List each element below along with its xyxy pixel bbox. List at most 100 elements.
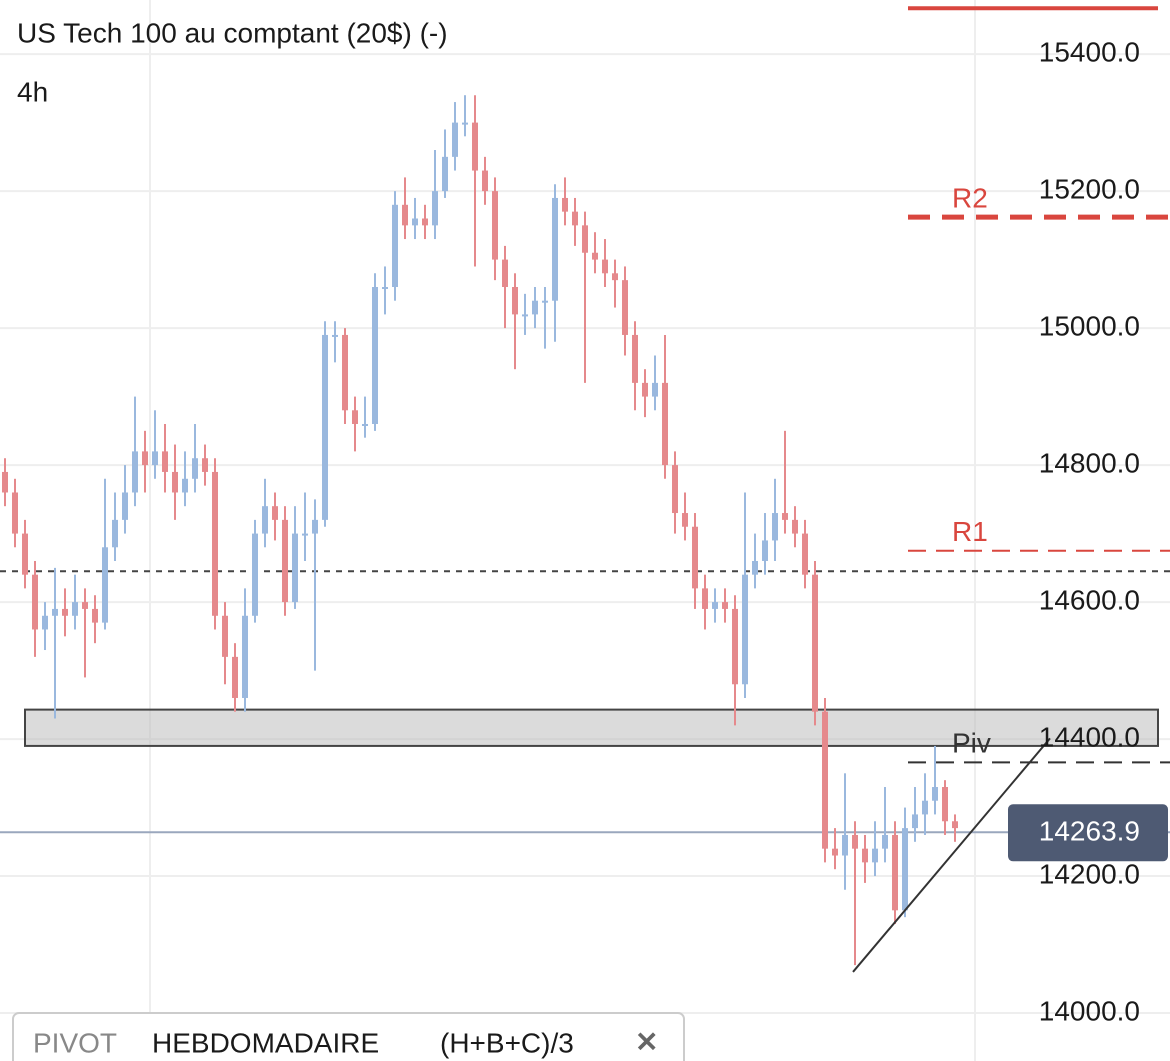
candle-body [672,465,678,514]
candle-body [112,519,118,548]
candle-body [272,506,278,520]
candle-body [102,547,108,623]
candle-body [372,286,378,424]
candle-body [952,821,958,829]
candle-body [642,382,648,397]
candle-body [122,492,128,520]
close-button[interactable]: ✕ [635,1026,658,1057]
candle-body [562,197,568,212]
pivot-label: Piv [952,728,991,759]
candle-body [252,533,258,616]
candle-body [522,314,528,317]
candle-body [782,513,788,520]
y-tick-label: 15400.0 [1039,37,1140,68]
zone [24,708,1159,747]
candle-body [42,615,48,630]
candle-body [552,197,558,301]
indicator-legend [12,1012,685,1061]
candle-body [262,506,268,534]
candle-body [182,478,188,493]
candle-body [172,471,178,493]
candle-body [362,423,368,426]
candle-body [632,334,638,383]
candle-body [232,656,238,698]
candle-body [422,218,428,226]
indicator-name: PIVOT [33,1027,117,1058]
candle-body [542,300,548,303]
candle-body [502,259,508,287]
candle-body [742,574,748,685]
candle-body [342,334,348,411]
candle-body [662,382,668,466]
candle-body [82,602,88,609]
candle-body [432,191,438,226]
candle-body [882,834,888,849]
candle-body [152,451,158,466]
candle-body [572,211,578,226]
y-tick-label: 14600.0 [1039,584,1140,615]
candle-body [802,533,808,575]
candle-body [912,814,918,829]
candle-body [32,574,38,630]
candle-body [62,608,68,616]
indicator-formula: (H+B+C)/3 [440,1027,574,1058]
last-price-badge [1008,804,1168,862]
candle-body [292,533,298,603]
y-tick-label: 14000.0 [1039,995,1140,1026]
candle-body [72,602,78,616]
candle-body [752,560,758,575]
candle-body [812,574,818,712]
y-tick-label: 15000.0 [1039,310,1140,341]
candle-body [452,122,458,157]
candle-body [682,513,688,527]
candle-body [842,834,848,856]
candle-body [702,588,708,609]
y-tick-label: 14200.0 [1039,858,1140,889]
candle-body [732,608,738,685]
candle-body [2,471,8,493]
candle-body [772,513,778,541]
y-tick-label: 14400.0 [1039,721,1140,752]
candle-body [382,286,388,289]
candle-body [722,602,728,609]
candle-body [472,122,478,171]
candle-body [482,170,488,192]
candle-body [212,471,218,616]
candle-body [922,800,928,815]
candle-body [892,834,898,911]
candle-body [302,533,308,536]
y-tick-label: 15200.0 [1039,173,1140,204]
candle-body [92,608,98,623]
candle-body [142,451,148,466]
candle-body [862,848,868,863]
timeframe: 4h [17,76,48,107]
candle-body [282,519,288,603]
candle-body [872,848,878,863]
candle-body [582,225,588,253]
last-price-label: 14263.9 [1039,816,1140,847]
pivot-label: R2 [952,183,988,214]
candle-body [242,615,248,698]
candle-body [852,834,858,849]
candle-body [12,492,18,534]
candle-body [352,410,358,424]
candle-body [132,451,138,493]
candle-body [932,787,938,801]
chart-title: US Tech 100 au comptant (20$) (-) [17,17,448,48]
candle-body [492,191,498,260]
candle-body [392,204,398,287]
candle-body [192,458,198,479]
candle-body [202,458,208,472]
candle-body [832,848,838,856]
candle-body [902,828,908,911]
candle-body [622,280,628,335]
candle-body [792,519,798,534]
candle-body [762,540,768,561]
indicator-period: HEBDOMADAIRE [152,1027,379,1058]
pivot-label: R1 [952,516,988,547]
trendline [852,737,1051,973]
candle-body [512,286,518,315]
candle-body [532,300,538,315]
y-tick-label: 14800.0 [1039,447,1140,478]
